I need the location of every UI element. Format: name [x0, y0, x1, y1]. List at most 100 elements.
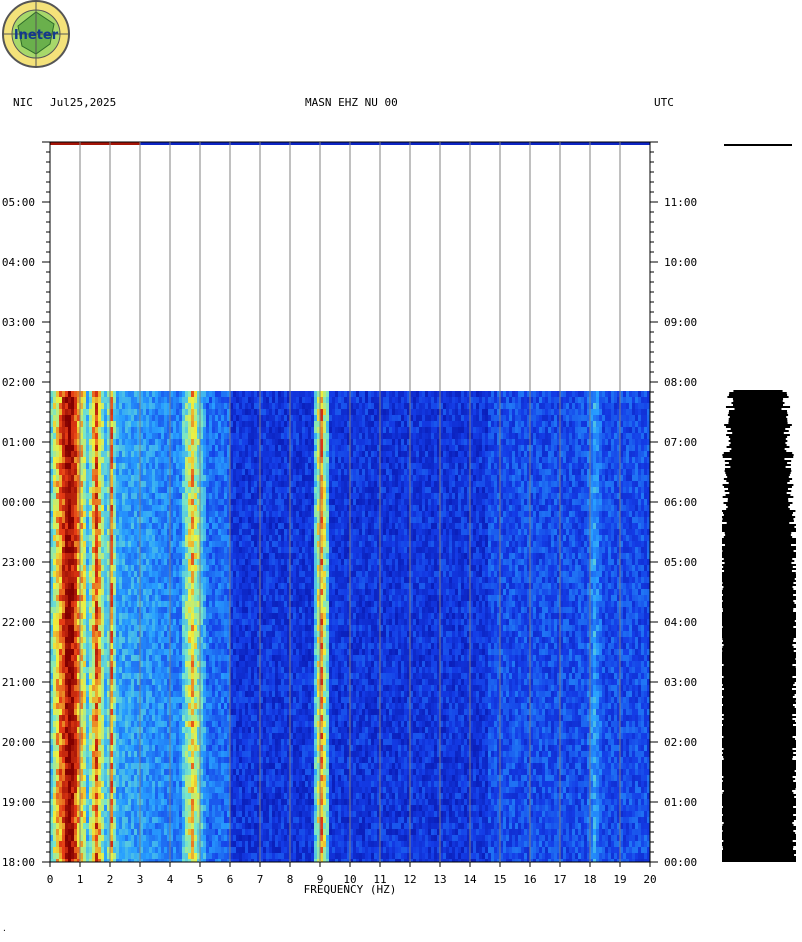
spectrogram-cell	[107, 403, 110, 409]
spectrogram-cell	[113, 499, 116, 505]
spectrogram-cell	[107, 529, 110, 535]
spectrogram-cell	[194, 793, 197, 799]
spectrogram-cell	[95, 739, 98, 745]
spectrogram-cell	[185, 649, 188, 655]
spectrogram-cell	[56, 859, 59, 862]
spectrogram-cell	[233, 793, 236, 799]
spectrogram-cell	[83, 625, 86, 631]
spectrogram-cell	[86, 781, 89, 787]
spectrogram-cell	[116, 835, 119, 841]
spectrogram-cell	[77, 679, 80, 685]
spectrogram-cell	[164, 745, 167, 751]
spectrogram-cell	[86, 769, 89, 775]
spectrogram-cell	[230, 841, 233, 847]
spectrogram-cell	[218, 685, 221, 691]
spectrogram-cell	[125, 571, 128, 577]
spectrogram-cell	[140, 493, 143, 499]
spectrogram-cell	[74, 439, 77, 445]
spectrogram-cell	[200, 679, 203, 685]
spectrogram-cell	[209, 823, 212, 829]
spectrogram-cell	[104, 787, 107, 793]
spectrogram-cell	[152, 649, 155, 655]
spectrogram-cell	[143, 619, 146, 625]
spectrogram-cell	[107, 535, 110, 541]
spectrogram-cell	[110, 697, 113, 703]
spectrogram-cell	[191, 625, 194, 631]
spectrogram-cell	[209, 673, 212, 679]
spectrogram-cell	[119, 847, 122, 853]
spectrogram-cell	[221, 547, 224, 553]
spectrogram-cell	[167, 757, 170, 763]
spectrogram-cell	[104, 853, 107, 859]
spectrogram-cell	[188, 799, 191, 805]
spectrogram-cell	[221, 685, 224, 691]
spectrogram-cell	[95, 793, 98, 799]
spectrogram-cell	[50, 421, 53, 427]
spectrogram-cell	[92, 697, 95, 703]
spectrogram-cell	[59, 409, 62, 415]
spectrogram-cell	[65, 799, 68, 805]
spectrogram-cell	[122, 403, 125, 409]
spectrogram-cell	[134, 619, 137, 625]
spectrogram-cell	[188, 703, 191, 709]
spectrogram-cell	[149, 643, 152, 649]
spectrogram-cell	[212, 583, 215, 589]
spectrogram-cell	[146, 475, 149, 481]
spectrogram-cell	[227, 607, 230, 613]
spectrogram-cell	[149, 619, 152, 625]
spectrogram-cell	[215, 811, 218, 817]
spectrogram-cell	[176, 715, 179, 721]
spectrogram-cell	[80, 799, 83, 805]
spectrogram-cell	[92, 775, 95, 781]
spectrogram-cell	[221, 553, 224, 559]
spectrogram-cell	[230, 469, 233, 475]
spectrogram-cell	[224, 691, 227, 697]
spectrogram-cell	[227, 505, 230, 511]
spectrogram-cell	[167, 667, 170, 673]
spectrogram-cell	[116, 391, 119, 397]
spectrogram-cell	[221, 613, 224, 619]
spectrogram-cell	[209, 427, 212, 433]
spectrogram-cell	[104, 721, 107, 727]
spectrogram-cell	[122, 517, 125, 523]
spectrogram-cell	[212, 853, 215, 859]
spectrogram-cell	[233, 733, 236, 739]
spectrogram-cell	[218, 427, 221, 433]
spectrogram-cell	[221, 847, 224, 853]
spectrogram-cell	[203, 619, 206, 625]
spectrogram-cell	[236, 517, 239, 523]
spectrogram-cell	[56, 661, 59, 667]
spectrogram-cell	[98, 859, 101, 862]
spectrogram-cell	[128, 637, 131, 643]
spectrogram-cell	[125, 793, 128, 799]
spectrogram-cell	[65, 547, 68, 553]
spectrogram-cell	[155, 667, 158, 673]
spectrogram-cell	[101, 691, 104, 697]
spectrogram-cell	[227, 859, 230, 862]
spectrogram-cell	[158, 709, 161, 715]
spectrogram-cell	[212, 673, 215, 679]
spectrogram-cell	[206, 541, 209, 547]
spectrogram-cell	[218, 781, 221, 787]
spectrogram-cell	[179, 535, 182, 541]
spectrogram-cell	[56, 403, 59, 409]
spectrogram-cell	[173, 823, 176, 829]
spectrogram-cell	[149, 757, 152, 763]
spectrogram-cell	[101, 397, 104, 403]
spectrogram-cell	[236, 511, 239, 517]
spectrogram-cell	[230, 421, 233, 427]
spectrogram-cell	[110, 625, 113, 631]
spectrogram-cell	[86, 667, 89, 673]
spectrogram-cell	[95, 559, 98, 565]
spectrogram-cell	[215, 613, 218, 619]
spectrogram-cell	[74, 745, 77, 751]
spectrogram-cell	[59, 403, 62, 409]
spectrogram-cell	[74, 727, 77, 733]
spectrogram-cell	[68, 499, 71, 505]
spectrogram-cell	[173, 637, 176, 643]
spectrogram-cell	[86, 727, 89, 733]
spectrogram-cell	[161, 397, 164, 403]
spectrogram-cell	[212, 763, 215, 769]
spectrogram-cell	[152, 829, 155, 835]
spectrogram-cell	[200, 463, 203, 469]
